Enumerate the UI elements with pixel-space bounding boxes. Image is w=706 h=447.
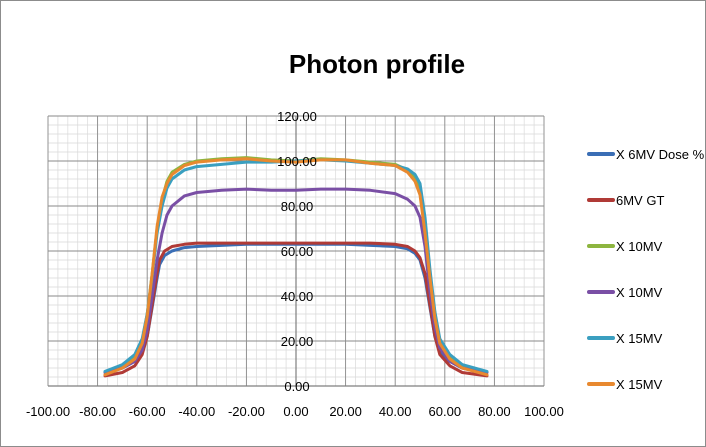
x-tick-label: 60.00 bbox=[429, 404, 462, 419]
legend: X 6MV Dose % 6MV GT X 10MV X 10MV X 15MV X 15… bbox=[587, 147, 705, 392]
x-tick-label: -40.00 bbox=[178, 404, 215, 419]
x-tick-label: 40.00 bbox=[379, 404, 412, 419]
series-line-4 bbox=[103, 187, 489, 374]
legend-label-2: 6MV GT bbox=[616, 193, 664, 208]
legend-label-6: X 15MV bbox=[616, 377, 663, 392]
chart-title: Photon profile bbox=[289, 49, 465, 79]
series-layer bbox=[103, 156, 489, 378]
x-tick-label: 20.00 bbox=[329, 404, 362, 419]
x-tick-label: -60.00 bbox=[129, 404, 166, 419]
x-tick-label: 80.00 bbox=[478, 404, 511, 419]
legend-label-1: X 6MV Dose % bbox=[616, 147, 705, 162]
y-tick-label: 60.00 bbox=[281, 244, 314, 259]
x-tick-label: -20.00 bbox=[228, 404, 265, 419]
y-tick-label: 80.00 bbox=[281, 199, 314, 214]
legend-label-3: X 10MV bbox=[616, 239, 663, 254]
y-tick-label: 100.00 bbox=[277, 154, 317, 169]
legend-label-4: X 10MV bbox=[616, 285, 663, 300]
x-tick-label: -100.00 bbox=[26, 404, 70, 419]
legend-label-5: X 15MV bbox=[616, 331, 663, 346]
y-tick-label: 120.00 bbox=[277, 109, 317, 124]
series-line-6 bbox=[103, 157, 489, 377]
y-tick-label: 0.00 bbox=[284, 379, 309, 394]
y-tick-label: 20.00 bbox=[281, 334, 314, 349]
x-tick-label: 100.00 bbox=[524, 404, 564, 419]
y-tick-label: 40.00 bbox=[281, 289, 314, 304]
tick-label-layer: -100.00 -80.00 -60.00 -40.00 -20.00 0.00 20.00… bbox=[26, 109, 564, 419]
x-tick-label: 0.00 bbox=[283, 404, 308, 419]
x-tick-label: -80.00 bbox=[79, 404, 116, 419]
